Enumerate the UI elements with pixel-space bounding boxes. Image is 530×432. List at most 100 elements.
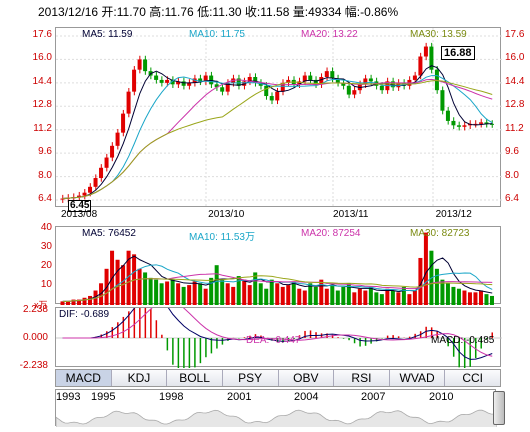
candle-body xyxy=(456,125,461,127)
candle-body xyxy=(423,46,428,57)
volume-bar xyxy=(467,292,472,305)
tab-macd[interactable]: MACD xyxy=(56,370,112,386)
volume-bar xyxy=(489,295,494,305)
price-date-tick: 2013/08 xyxy=(61,209,98,220)
price-tick-left: 17.6 xyxy=(32,29,52,40)
price-date-tick: 2013/11 xyxy=(333,209,369,220)
candle-body xyxy=(77,195,82,198)
candle-body xyxy=(308,75,313,80)
price-chart-panel[interactable]: MA5: 11.59 MA10: 11.75 MA20: 13.22 MA30:… xyxy=(55,27,502,212)
macd-tick: 2.238 xyxy=(22,304,48,315)
volume-bar xyxy=(478,290,483,305)
volume-bar xyxy=(319,279,324,305)
ma5-legend: MA5: 11.59 xyxy=(82,29,133,40)
volume-bar xyxy=(137,268,142,305)
price-tick-right: 12.8 xyxy=(505,99,525,111)
vol-ma30-legend: MA30: 82723 xyxy=(410,228,470,239)
candle-body xyxy=(88,186,93,193)
high-price-callout: 16.88 xyxy=(441,46,475,60)
volume-bar xyxy=(445,283,450,305)
volume-bar xyxy=(418,257,423,305)
candle-body xyxy=(214,84,219,88)
candle-body xyxy=(478,122,483,124)
volume-bar xyxy=(357,288,362,305)
candle-body xyxy=(335,78,340,83)
price-tick-left: 9.6 xyxy=(38,146,52,158)
timeline-drag-handle[interactable] xyxy=(493,391,505,425)
price-tick-right: 6.4 xyxy=(505,193,519,204)
candle-body xyxy=(104,157,109,168)
candle-body xyxy=(159,79,164,83)
volume-bar xyxy=(231,286,236,305)
macd-chart-panel[interactable]: DIF: -0.689 DEA: -0.447 MACD: -0.485 xyxy=(55,307,502,368)
volume-bar xyxy=(324,288,329,305)
price-tick-right: 8.0 xyxy=(505,169,519,181)
candle-body xyxy=(462,125,467,127)
candle-body xyxy=(264,85,269,97)
volume-bar xyxy=(456,288,461,305)
candle-body xyxy=(236,78,241,86)
open-label: 开: xyxy=(101,5,117,19)
volume-tick: 30 xyxy=(40,241,52,252)
candle-body xyxy=(203,75,208,82)
volume-label: 量: xyxy=(292,5,309,19)
macd-indicator xyxy=(56,308,502,368)
vol-ma20-legend: MA20: 87254 xyxy=(301,228,361,239)
volume-value: 49334 xyxy=(308,5,342,19)
tab-psy[interactable]: PSY xyxy=(222,370,279,386)
dif-line xyxy=(62,308,493,360)
candle-body xyxy=(93,178,98,187)
volume-bar xyxy=(269,279,274,305)
candle-body xyxy=(352,90,357,95)
volume-bars xyxy=(60,232,494,305)
volume-bar xyxy=(352,292,357,305)
candle-body xyxy=(176,81,181,85)
candle-body xyxy=(258,82,263,86)
volume-chart-panel[interactable]: MA5: 76452 MA10: 11.53万 MA20: 87254 MA30… xyxy=(55,226,501,305)
price-tick-right: 14.4 xyxy=(505,75,525,87)
vol-ma30-line xyxy=(62,275,493,302)
tab-rsi[interactable]: RSI xyxy=(334,370,390,386)
candle-body xyxy=(418,56,423,76)
candle-body xyxy=(209,75,214,85)
tab-boll[interactable]: BOLL xyxy=(167,370,223,386)
volume-bar xyxy=(280,286,285,305)
candle-body xyxy=(489,123,494,125)
tab-wvad[interactable]: WVAD xyxy=(389,370,446,386)
volume-bar xyxy=(335,290,340,305)
volume-bar xyxy=(423,232,428,305)
candle-body xyxy=(247,77,252,82)
volume-bar xyxy=(374,292,379,305)
volume-bar xyxy=(440,279,445,305)
volume-bar xyxy=(291,281,296,305)
volume-tick: 10 xyxy=(40,279,52,290)
candle-body xyxy=(484,122,489,124)
candle-body xyxy=(440,90,445,111)
tab-kdj[interactable]: KDJ xyxy=(111,370,168,386)
ma20-legend: MA20: 13.22 xyxy=(301,29,358,40)
change-label: 幅: xyxy=(344,5,361,19)
price-tick-right: 17.6 xyxy=(505,29,525,40)
volume-bar xyxy=(203,288,208,305)
candle-body xyxy=(115,132,120,146)
volume-bar xyxy=(77,299,82,305)
dif-legend: DIF: -0.689 xyxy=(59,309,110,320)
history-timeline[interactable]: 1993 1995 1998 2001 2004 2007 2010 xyxy=(55,389,497,427)
volume-unit: x万 xyxy=(34,300,48,310)
candle-body xyxy=(319,77,324,85)
quote-header: 2013/12/16 开:11.70 高:11.76 低:11.30 收:11.… xyxy=(38,2,398,22)
volume-bar xyxy=(330,285,335,305)
volume-bar xyxy=(220,279,225,305)
volume-tick: 20 xyxy=(40,260,52,271)
dea-legend: DEA: -0.447 xyxy=(246,335,301,346)
tab-cci[interactable]: CCI xyxy=(445,370,500,386)
candle-body xyxy=(220,87,225,92)
candle-body xyxy=(363,78,368,85)
volume-bar xyxy=(286,285,291,305)
year-2007: 2007 xyxy=(361,391,386,403)
price-tick-left: 8.0 xyxy=(38,169,52,181)
volume-bar xyxy=(390,290,395,305)
tab-obv[interactable]: OBV xyxy=(278,370,335,386)
price-tick-right: 11.2 xyxy=(505,122,524,134)
volume-bar xyxy=(346,283,351,305)
